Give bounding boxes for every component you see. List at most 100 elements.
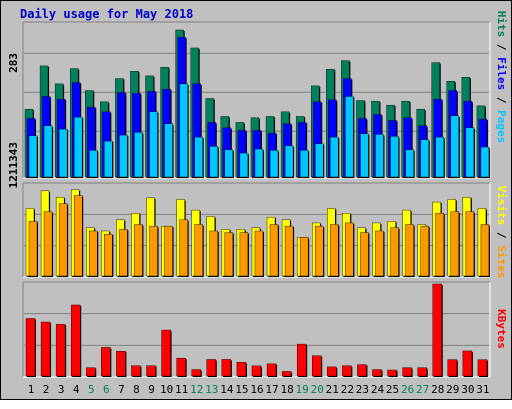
sites-bar bbox=[315, 225, 324, 277]
kbytes-bar bbox=[462, 350, 473, 377]
sites-bar bbox=[330, 224, 339, 277]
day-label: 21 bbox=[326, 383, 339, 396]
kbytes-bar bbox=[327, 366, 337, 377]
sites-bar bbox=[209, 230, 218, 277]
day-label: 27 bbox=[416, 383, 429, 396]
sites-bar bbox=[73, 195, 83, 277]
kbytes-bar bbox=[402, 367, 412, 377]
sites-bar bbox=[345, 222, 354, 277]
day-label: 25 bbox=[386, 383, 399, 396]
chart-title: Daily usage for May 2018 bbox=[20, 7, 194, 21]
day-label: 9 bbox=[148, 383, 155, 396]
day-label: 18 bbox=[280, 383, 293, 396]
day-label: 29 bbox=[446, 383, 459, 396]
sites-bar bbox=[254, 230, 264, 277]
day-label: 14 bbox=[220, 383, 234, 396]
day-label: 1 bbox=[28, 383, 35, 396]
day-label: 22 bbox=[341, 383, 354, 396]
sites-bar bbox=[284, 225, 294, 277]
day-label: 8 bbox=[133, 383, 140, 396]
pages-bar bbox=[375, 134, 384, 178]
sites-bar bbox=[43, 211, 53, 277]
pages-bar bbox=[405, 149, 414, 178]
kbytes-bar bbox=[176, 357, 186, 377]
sites-bar bbox=[119, 229, 128, 277]
pages-bar bbox=[360, 133, 369, 178]
day-label: 17 bbox=[265, 383, 278, 396]
pages-bar bbox=[28, 135, 38, 178]
day-label: 4 bbox=[73, 383, 80, 396]
kbytes-bar bbox=[251, 365, 262, 377]
pages-bar bbox=[269, 150, 279, 178]
kbytes-bar bbox=[236, 362, 247, 377]
pages-bar bbox=[179, 83, 188, 178]
pages-bar bbox=[209, 146, 218, 178]
sites-bar bbox=[420, 225, 429, 277]
sites-bar bbox=[450, 211, 460, 277]
day-label: 3 bbox=[58, 383, 65, 396]
day-label: 31 bbox=[476, 383, 489, 396]
pages-bar bbox=[89, 150, 98, 178]
sites-bar bbox=[194, 224, 203, 277]
kbytes-bar bbox=[417, 367, 427, 377]
chart-frame bbox=[0, 0, 512, 400]
pages-bar bbox=[299, 150, 309, 178]
sites-bar bbox=[179, 219, 188, 277]
sites-bar bbox=[405, 224, 414, 277]
sites-bar bbox=[28, 221, 38, 277]
pages-bar bbox=[43, 125, 53, 178]
kbytes-bar bbox=[312, 355, 322, 377]
day-label: 5 bbox=[88, 383, 95, 396]
pages-bar bbox=[224, 149, 234, 178]
kbytes-bar bbox=[296, 343, 307, 377]
kbytes-bar bbox=[387, 369, 397, 377]
sites-bar bbox=[134, 224, 143, 277]
pages-bar bbox=[254, 148, 264, 178]
kbytes-bar bbox=[221, 359, 232, 377]
pages-bar bbox=[284, 145, 294, 178]
sites-bar bbox=[435, 213, 444, 277]
kbytes-bar bbox=[372, 369, 382, 377]
day-label: 26 bbox=[401, 383, 414, 396]
sites-bar bbox=[299, 237, 309, 277]
kbytes-bar bbox=[40, 321, 51, 377]
sites-bar bbox=[224, 232, 234, 277]
pages-bar bbox=[315, 143, 324, 178]
kbytes-bar bbox=[432, 283, 442, 377]
pages-bar bbox=[435, 136, 444, 178]
pages-bar bbox=[239, 152, 249, 178]
sites-bar bbox=[104, 233, 113, 277]
sites-bar bbox=[465, 211, 475, 277]
pages-bar bbox=[420, 139, 429, 178]
pages-bar bbox=[58, 128, 68, 178]
pages-bar bbox=[330, 136, 339, 178]
kbytes-bar bbox=[70, 304, 81, 377]
usage-chart: 1 2 3 4 5 6 7 8 9 10 11 12 13 14 15 16 17 18 19 20 21 22 23 24 2… bbox=[22, 21, 491, 396]
kbytes-bar bbox=[55, 324, 66, 377]
day-label: 6 bbox=[103, 383, 110, 396]
day-label: 28 bbox=[431, 383, 444, 396]
kbytes-bar bbox=[281, 371, 292, 377]
kbytes-bar bbox=[116, 351, 126, 377]
pages-bar bbox=[134, 132, 143, 178]
pages-bar bbox=[119, 134, 128, 178]
kbytes-bar bbox=[342, 365, 352, 377]
kbytes-bar bbox=[161, 329, 171, 377]
pages-bar bbox=[104, 140, 113, 178]
day-label: 15 bbox=[235, 383, 248, 396]
pages-bar bbox=[450, 115, 460, 178]
kbytes-bar bbox=[191, 369, 201, 377]
kbytes-bar bbox=[146, 365, 156, 377]
pages-bar bbox=[164, 123, 173, 178]
day-label: 2 bbox=[43, 383, 50, 396]
kbytes-bar bbox=[357, 364, 367, 377]
sites-bar bbox=[164, 225, 173, 277]
kbytes-bar bbox=[131, 365, 141, 377]
day-label: 24 bbox=[371, 383, 385, 396]
sites-bar bbox=[58, 203, 68, 277]
sites-bar bbox=[360, 232, 369, 277]
pages-bar bbox=[194, 136, 203, 178]
sites-bar bbox=[375, 230, 384, 277]
pages-bar bbox=[149, 111, 158, 178]
kbytes-bar bbox=[86, 367, 96, 377]
